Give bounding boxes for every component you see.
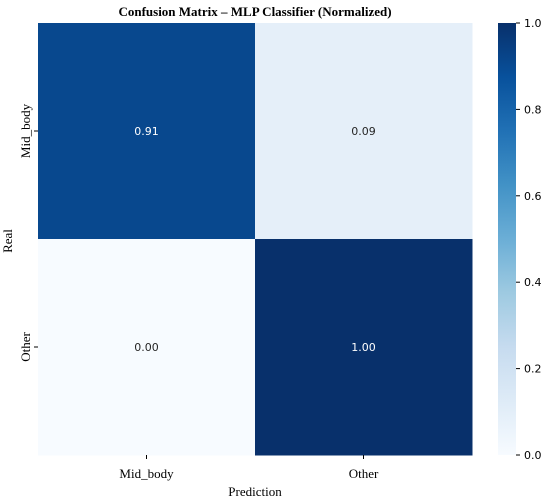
colorbar-tick-label: 0.0 xyxy=(524,449,542,462)
y-tick-label: Other xyxy=(18,332,33,362)
heatmap-cells: 0.91 0.09 0.00 1.00 xyxy=(38,23,473,456)
x-tick-label: Other xyxy=(349,466,379,481)
colorbar-tick-label: 1.0 xyxy=(524,17,542,30)
chart-title: Confusion Matrix – MLP Classifier (Norma… xyxy=(118,4,391,19)
cell-value-label: 1.00 xyxy=(351,341,376,354)
cell-value-label: 0.09 xyxy=(351,125,376,138)
colorbar-tick-label: 0.8 xyxy=(524,103,542,116)
y-tick-label: Mid_body xyxy=(18,103,33,158)
colorbar-tick-label: 0.2 xyxy=(524,363,542,376)
y-axis-label: Real xyxy=(0,229,15,253)
cell-value-label: 0.00 xyxy=(134,341,159,354)
colorbar-tick-label: 0.6 xyxy=(524,190,542,203)
heatmap-cell xyxy=(38,239,256,456)
colorbar: 0.0 0.2 0.4 0.6 0.8 1.0 xyxy=(498,17,542,462)
heatmap-cell xyxy=(38,23,256,240)
colorbar-tick-label: 0.4 xyxy=(524,276,542,289)
x-tick-label: Mid_body xyxy=(119,466,174,481)
x-axis: Mid_body Other xyxy=(119,455,379,481)
heatmap-cell xyxy=(255,23,473,240)
cell-value-label: 0.91 xyxy=(134,125,159,138)
heatmap-cell xyxy=(255,239,473,456)
y-axis: Mid_body Other xyxy=(18,103,38,362)
colorbar-gradient xyxy=(498,23,516,455)
x-axis-label: Prediction xyxy=(228,484,282,499)
